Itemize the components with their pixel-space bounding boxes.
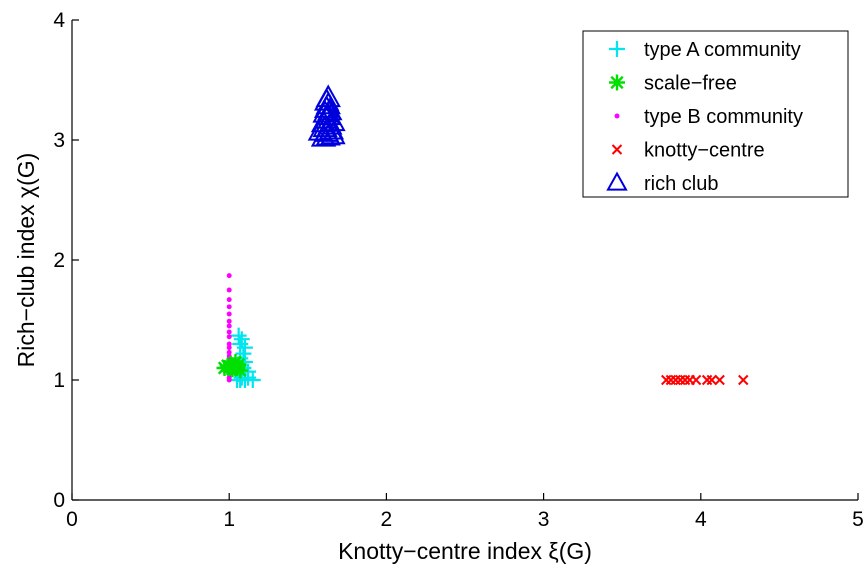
- data-point: [226, 287, 232, 293]
- data-point: [714, 374, 725, 386]
- ticks: 0 1 2 3 4 5 0 1 2 3 4: [53, 9, 864, 531]
- legend-label: rich club: [644, 173, 718, 195]
- data-point: [315, 84, 341, 108]
- data-point: [232, 362, 249, 379]
- data-point: [226, 311, 232, 317]
- data-point: [219, 357, 236, 374]
- data-point: [226, 334, 232, 340]
- legend-entry: scale−free: [609, 73, 737, 95]
- y-tick-label: 1: [53, 369, 65, 392]
- data-point: [738, 374, 749, 386]
- data-point: [226, 318, 232, 324]
- legend-entry: knotty−centre: [611, 140, 765, 162]
- series-triangle: [307, 84, 346, 147]
- data-marks: [216, 84, 749, 388]
- y-tick-label: 3: [53, 129, 65, 152]
- legend-entry: type A community: [609, 39, 801, 61]
- legend-marker: [614, 113, 620, 119]
- legend-label: type B community: [644, 106, 803, 128]
- data-point: [230, 327, 247, 344]
- legend-marker: [609, 74, 625, 91]
- data-point: [233, 331, 250, 348]
- legend-box: [582, 30, 849, 198]
- y-axis-label: Rich−club index χ(G): [13, 153, 39, 368]
- y-tick-label: 4: [53, 9, 65, 32]
- legend-marker: [611, 144, 623, 155]
- data-point: [226, 304, 232, 310]
- x-tick-label: 4: [695, 508, 707, 531]
- data-point: [690, 374, 702, 386]
- legend-entry: type B community: [614, 106, 803, 128]
- series-asterisk: [216, 354, 249, 379]
- x-tick-label: 2: [381, 508, 393, 531]
- x-tick-label: 3: [538, 508, 550, 531]
- legend-marker: [609, 41, 625, 57]
- data-point: [226, 377, 232, 383]
- data-point: [226, 323, 232, 329]
- legend-label: knotty−centre: [644, 140, 765, 162]
- legend-entry: rich club: [606, 171, 718, 195]
- legend-marker: [606, 171, 628, 191]
- x-tick-label: 0: [66, 508, 78, 531]
- data-point: [706, 374, 718, 386]
- data-point: [226, 273, 232, 279]
- data-point: [226, 329, 232, 335]
- x-tick-label: 5: [852, 508, 864, 531]
- y-tick-label: 0: [53, 489, 65, 512]
- x-axis-label: Knotty−centre index ξ(G): [338, 538, 592, 564]
- data-point: [226, 297, 232, 303]
- data-point: [226, 341, 232, 347]
- data-point: [240, 369, 257, 386]
- x-tick-label: 1: [223, 508, 235, 531]
- data-point: [226, 349, 232, 355]
- legend-label: type A community: [644, 39, 801, 61]
- legend-label: scale−free: [644, 73, 737, 95]
- y-tick-label: 2: [53, 249, 65, 272]
- data-point: [226, 345, 232, 351]
- series-cross: [661, 374, 749, 386]
- legend: type A community scale−free type B communi…: [582, 30, 849, 198]
